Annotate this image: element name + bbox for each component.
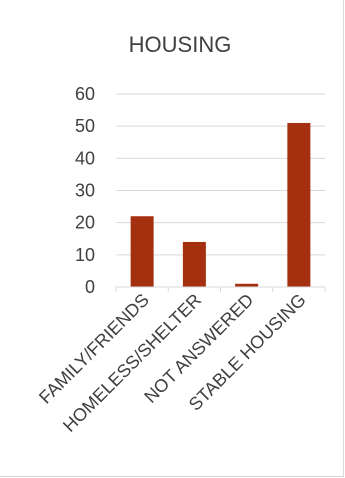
y-tick-label: 40 <box>75 148 95 168</box>
y-axis-ticks: 0 10 20 30 40 50 60 <box>75 84 95 297</box>
bar-homeless-shelter <box>182 241 206 287</box>
y-tick-label: 10 <box>75 245 95 265</box>
bar-stable-housing <box>287 122 311 287</box>
chart-title: HOUSING <box>129 32 232 57</box>
y-tick-label: 0 <box>85 277 95 297</box>
bar-not-answered <box>235 283 259 287</box>
y-tick-label: 60 <box>75 84 95 104</box>
x-axis <box>115 286 326 292</box>
bars <box>130 122 311 287</box>
y-tick-label: 20 <box>75 213 95 233</box>
bar-family-friends <box>130 216 154 287</box>
y-tick-label: 30 <box>75 181 95 201</box>
y-tick-label: 50 <box>75 116 95 136</box>
